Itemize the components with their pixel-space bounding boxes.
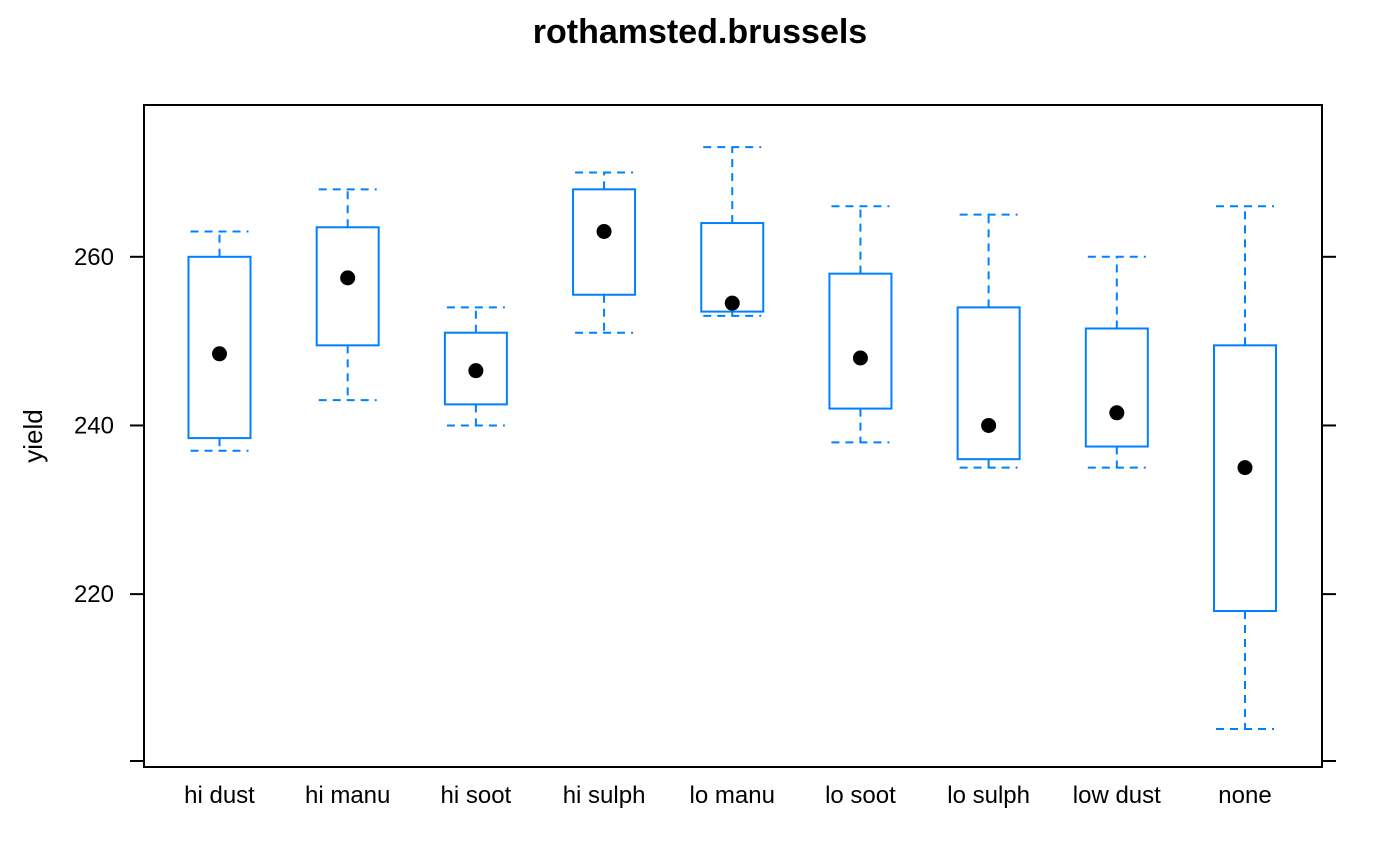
- box-lo-soot: [828, 205, 893, 444]
- box-iqr: [315, 226, 380, 347]
- box-low-dust: [1084, 255, 1149, 469]
- box-iqr: [1213, 344, 1277, 612]
- box-iqr: [1084, 327, 1149, 448]
- box-iqr: [572, 188, 637, 296]
- x-tick-label: lo sulph: [947, 782, 1030, 809]
- y-axis-label: yield: [18, 409, 48, 462]
- box-iqr: [956, 306, 1021, 461]
- x-tick-label: lo soot: [825, 782, 896, 809]
- box-iqr: [443, 331, 508, 406]
- y-tick-label: 220: [74, 581, 114, 608]
- plot-frame: [143, 104, 1323, 768]
- x-tick-label: lo manu: [690, 782, 775, 809]
- box-lo-sulph: [956, 213, 1021, 469]
- median-dot: [724, 295, 740, 311]
- box-hi-manu: [315, 188, 380, 402]
- y-tick-label: 260: [74, 244, 114, 271]
- x-tick-label: none: [1218, 782, 1271, 809]
- x-tick-label: hi manu: [305, 782, 390, 809]
- box-iqr: [700, 222, 765, 313]
- box-hi-soot: [443, 306, 508, 427]
- box-iqr: [828, 272, 893, 410]
- x-tick-label: hi soot: [441, 782, 512, 809]
- x-axis-ticks: hi dust hi manu hi soot hi sulph lo manu lo s…: [184, 782, 1272, 809]
- x-tick-label: hi sulph: [563, 782, 646, 809]
- median-dot: [596, 223, 612, 239]
- box-none: [1213, 205, 1277, 731]
- median-dot: [212, 346, 227, 362]
- median-dot: [1109, 405, 1125, 421]
- y-tick-label: 240: [74, 412, 114, 439]
- box-iqr: [187, 255, 252, 440]
- x-tick-label: low dust: [1073, 782, 1161, 809]
- box-hi-dust: [187, 230, 252, 452]
- box-series: [187, 146, 1277, 731]
- chart-title: rothamsted.brussels: [533, 13, 867, 51]
- median-dot: [1237, 460, 1253, 476]
- box-hi-sulph: [572, 171, 637, 334]
- box-lo-manu: [700, 146, 765, 317]
- median-dot: [981, 417, 997, 433]
- x-tick-label: hi dust: [184, 782, 255, 809]
- median-dot: [468, 363, 484, 379]
- median-dot: [340, 270, 356, 286]
- median-dot: [852, 350, 868, 366]
- y-axis-ticks: 220 240 260: [74, 244, 1336, 762]
